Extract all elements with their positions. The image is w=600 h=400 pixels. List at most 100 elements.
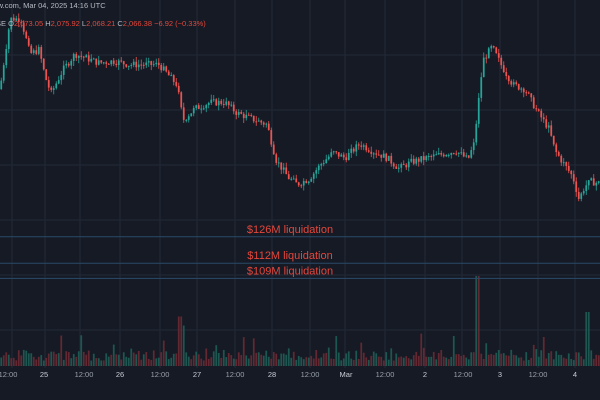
volume-bar [77, 351, 80, 366]
candle-body [450, 153, 453, 155]
volume-bar [260, 354, 263, 366]
candle-body [580, 193, 583, 199]
volume-bar [370, 355, 373, 366]
volume-bar [337, 352, 340, 366]
volume-bar [137, 350, 140, 366]
candle-body [77, 55, 80, 58]
volume-bar [5, 352, 8, 366]
grid-lines [0, 0, 600, 368]
candle-body [95, 58, 98, 65]
time-axis-label: 28 [268, 370, 276, 379]
volume-bar [107, 356, 110, 366]
time-axis-label: 26 [116, 370, 124, 379]
volume-bar [402, 357, 405, 366]
candle-body [452, 153, 455, 155]
volume-bar [362, 352, 365, 366]
candle-body [385, 153, 388, 161]
candle-body [505, 72, 508, 76]
volume-bar [492, 354, 495, 366]
candle-body [155, 62, 158, 65]
candle-body [492, 46, 495, 48]
candle-body [342, 154, 345, 158]
candle-body [352, 148, 355, 152]
volume-bar [27, 353, 30, 366]
candle-body [20, 21, 23, 23]
candle-body [280, 162, 283, 170]
candle-body [65, 63, 68, 66]
ohlc-key-l: L [82, 19, 86, 28]
volume-bar [595, 354, 598, 366]
volume-bar [247, 358, 250, 366]
candle-body [462, 152, 465, 157]
volume-bar [97, 358, 100, 366]
candle-body [365, 145, 368, 151]
volume-bar [307, 357, 310, 366]
chart-source-label: iw.com, Mar 04, 2025 14:16 UTC [0, 1, 106, 10]
candle-body [225, 101, 228, 105]
candle-body [200, 108, 203, 110]
candle-body [50, 87, 53, 90]
candle-body [47, 80, 50, 88]
candle-body [582, 191, 585, 194]
volume-bar [575, 352, 578, 366]
time-axis-label: 3 [498, 370, 502, 379]
candle-body [392, 163, 395, 167]
volume-bar [327, 347, 330, 366]
volume-bar [570, 359, 573, 366]
volume-bar [347, 351, 350, 366]
volume-bar [60, 335, 63, 366]
volume-bar [202, 360, 205, 366]
candle-body [120, 60, 123, 62]
volume-bar [117, 354, 120, 366]
candle-body [535, 108, 538, 110]
volume-bar [475, 276, 478, 366]
volume-bar [317, 358, 320, 366]
volume-bar [252, 338, 255, 366]
candle-body [417, 158, 420, 162]
candle-body [112, 60, 115, 64]
volume-bar [32, 356, 35, 366]
volume-bar [207, 358, 210, 366]
candle-body [125, 64, 128, 67]
volume-bar [65, 351, 68, 366]
volume-bar [502, 353, 505, 366]
candle-body [170, 75, 173, 77]
volume-bar [490, 354, 493, 366]
candle-body [110, 60, 113, 65]
time-axis-label: 25 [40, 370, 48, 379]
candle-body [227, 101, 230, 106]
candle-body [597, 181, 600, 183]
candle-body [242, 113, 245, 119]
volume-bar [22, 349, 25, 366]
volume-bar [477, 276, 480, 366]
candle-body [500, 57, 503, 66]
candle-body [272, 144, 275, 155]
candle-body [372, 153, 375, 155]
candle-body [167, 71, 170, 76]
candle-body [467, 155, 470, 158]
volume-bar [450, 356, 453, 366]
candle-body [520, 88, 523, 90]
volume-bar [507, 355, 510, 366]
candle-body [532, 97, 535, 109]
candle-body [592, 178, 595, 186]
volume-bar [445, 357, 448, 366]
candle-body [357, 144, 360, 146]
volume-bar [170, 357, 173, 366]
ohlc-value-o: 2,073.05 [14, 19, 45, 28]
candle-body [22, 22, 25, 32]
candle-body [537, 109, 540, 111]
volume-bar [235, 359, 238, 366]
volume-bar [10, 358, 13, 366]
candle-body [345, 157, 348, 161]
volume-bar [277, 359, 280, 366]
candle-body [380, 154, 383, 158]
time-axis: 12:00 25 12:00 26 12:00 27 12:00 28 12:00 Mar 12:0… [0, 370, 577, 379]
volume-bar [192, 355, 195, 366]
candle-body [332, 151, 335, 153]
volume-bar [550, 351, 553, 366]
volume-bar [280, 353, 283, 366]
volume-bar [142, 354, 145, 366]
